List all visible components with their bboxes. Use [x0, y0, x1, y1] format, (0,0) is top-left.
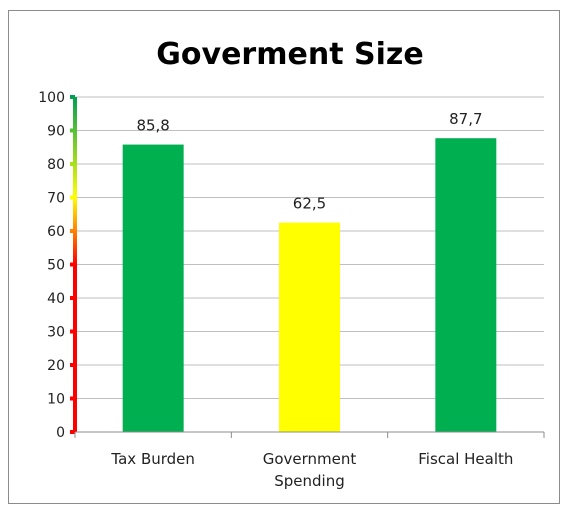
data-label: 85,8 — [136, 117, 169, 135]
bars — [122, 138, 497, 432]
y-tick-label: 100 — [38, 90, 65, 106]
y-tick-label: 50 — [47, 258, 65, 274]
chart-title: Goverment Size — [156, 37, 423, 72]
bar — [279, 222, 340, 432]
bar — [435, 138, 497, 432]
y-tick-label: 40 — [47, 291, 65, 307]
y-tick-label: 20 — [47, 358, 65, 374]
y-tick-label: 70 — [47, 191, 65, 207]
x-tick-label: Tax Burden — [110, 450, 194, 468]
bar-chart: Goverment Size 0 10 20 30 40 50 60 70 80 90 100 85… — [38, 37, 545, 490]
x-tick-label: Fiscal Health — [418, 450, 513, 468]
chart-frame: Goverment Size 0 10 20 30 40 50 60 70 80 90 100 85… — [8, 10, 560, 504]
data-label: 62,5 — [293, 195, 326, 213]
bar — [122, 144, 184, 432]
y-tick-label: 80 — [47, 157, 65, 173]
y-tick-label: 10 — [47, 392, 65, 408]
data-labels: 85,8 62,5 87,7 — [136, 110, 482, 212]
y-tick-label: 90 — [47, 124, 65, 140]
data-label: 87,7 — [449, 110, 482, 128]
x-axis: Tax Burden Government Spending Fiscal Healt… — [74, 431, 545, 490]
y-tick-label: 30 — [47, 325, 65, 341]
y-tick-label: 60 — [47, 224, 65, 240]
x-tick-label: Government Spending — [263, 450, 357, 490]
y-axis: 0 10 20 30 40 50 60 70 80 90 100 — [38, 90, 77, 441]
y-tick-label: 0 — [56, 425, 65, 441]
